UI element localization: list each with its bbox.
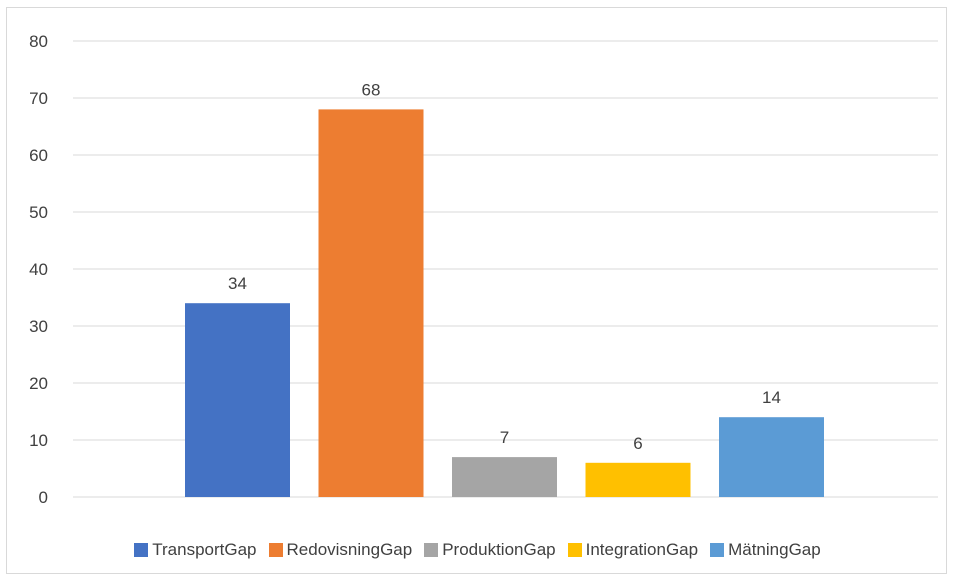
legend: TransportGap RedovisningGap ProduktionGap I… — [0, 540, 955, 560]
legend-label: RedovisningGap — [286, 540, 413, 559]
data-label: 7 — [500, 428, 509, 447]
legend-swatch — [134, 543, 149, 557]
legend-label: IntegrationGap — [585, 540, 699, 559]
y-tick-label: 10 — [29, 431, 48, 450]
legend-item: MätningGap — [710, 540, 821, 560]
bar-redovisninggap — [318, 109, 424, 498]
y-tick-label: 0 — [39, 488, 48, 507]
y-tick-label: 80 — [29, 32, 48, 51]
bar-mätninggap — [719, 417, 824, 497]
legend-label: ProduktionGap — [442, 540, 556, 559]
legend-swatch — [268, 543, 283, 557]
y-tick-label: 70 — [29, 89, 48, 108]
bar-integrationgap — [585, 462, 691, 497]
y-tick-label: 50 — [29, 203, 48, 222]
legend-swatch — [424, 543, 439, 557]
bar-produktiongap — [452, 457, 557, 497]
y-tick-label: 40 — [29, 260, 48, 279]
legend-item: ProduktionGap — [424, 540, 556, 560]
data-label: 68 — [362, 80, 381, 99]
y-tick-label: 60 — [29, 146, 48, 165]
data-label: 14 — [762, 388, 781, 407]
legend-swatch — [567, 543, 582, 557]
y-tick-label: 30 — [29, 317, 48, 336]
legend-item: TransportGap — [134, 540, 257, 560]
y-axis-ticks: 0 10 20 30 40 50 60 70 80 — [29, 32, 48, 507]
data-labels: 34 68 7 6 14 — [228, 80, 781, 452]
legend-swatch — [710, 543, 725, 557]
bar-transportgap — [185, 303, 290, 497]
legend-label: TransportGap — [152, 540, 257, 559]
legend-item: IntegrationGap — [567, 540, 699, 560]
data-label: 6 — [633, 434, 642, 453]
bars — [185, 109, 824, 498]
legend-label: MätningGap — [728, 540, 821, 559]
data-label: 34 — [228, 274, 247, 293]
legend-item: RedovisningGap — [268, 540, 413, 560]
y-tick-label: 20 — [29, 374, 48, 393]
